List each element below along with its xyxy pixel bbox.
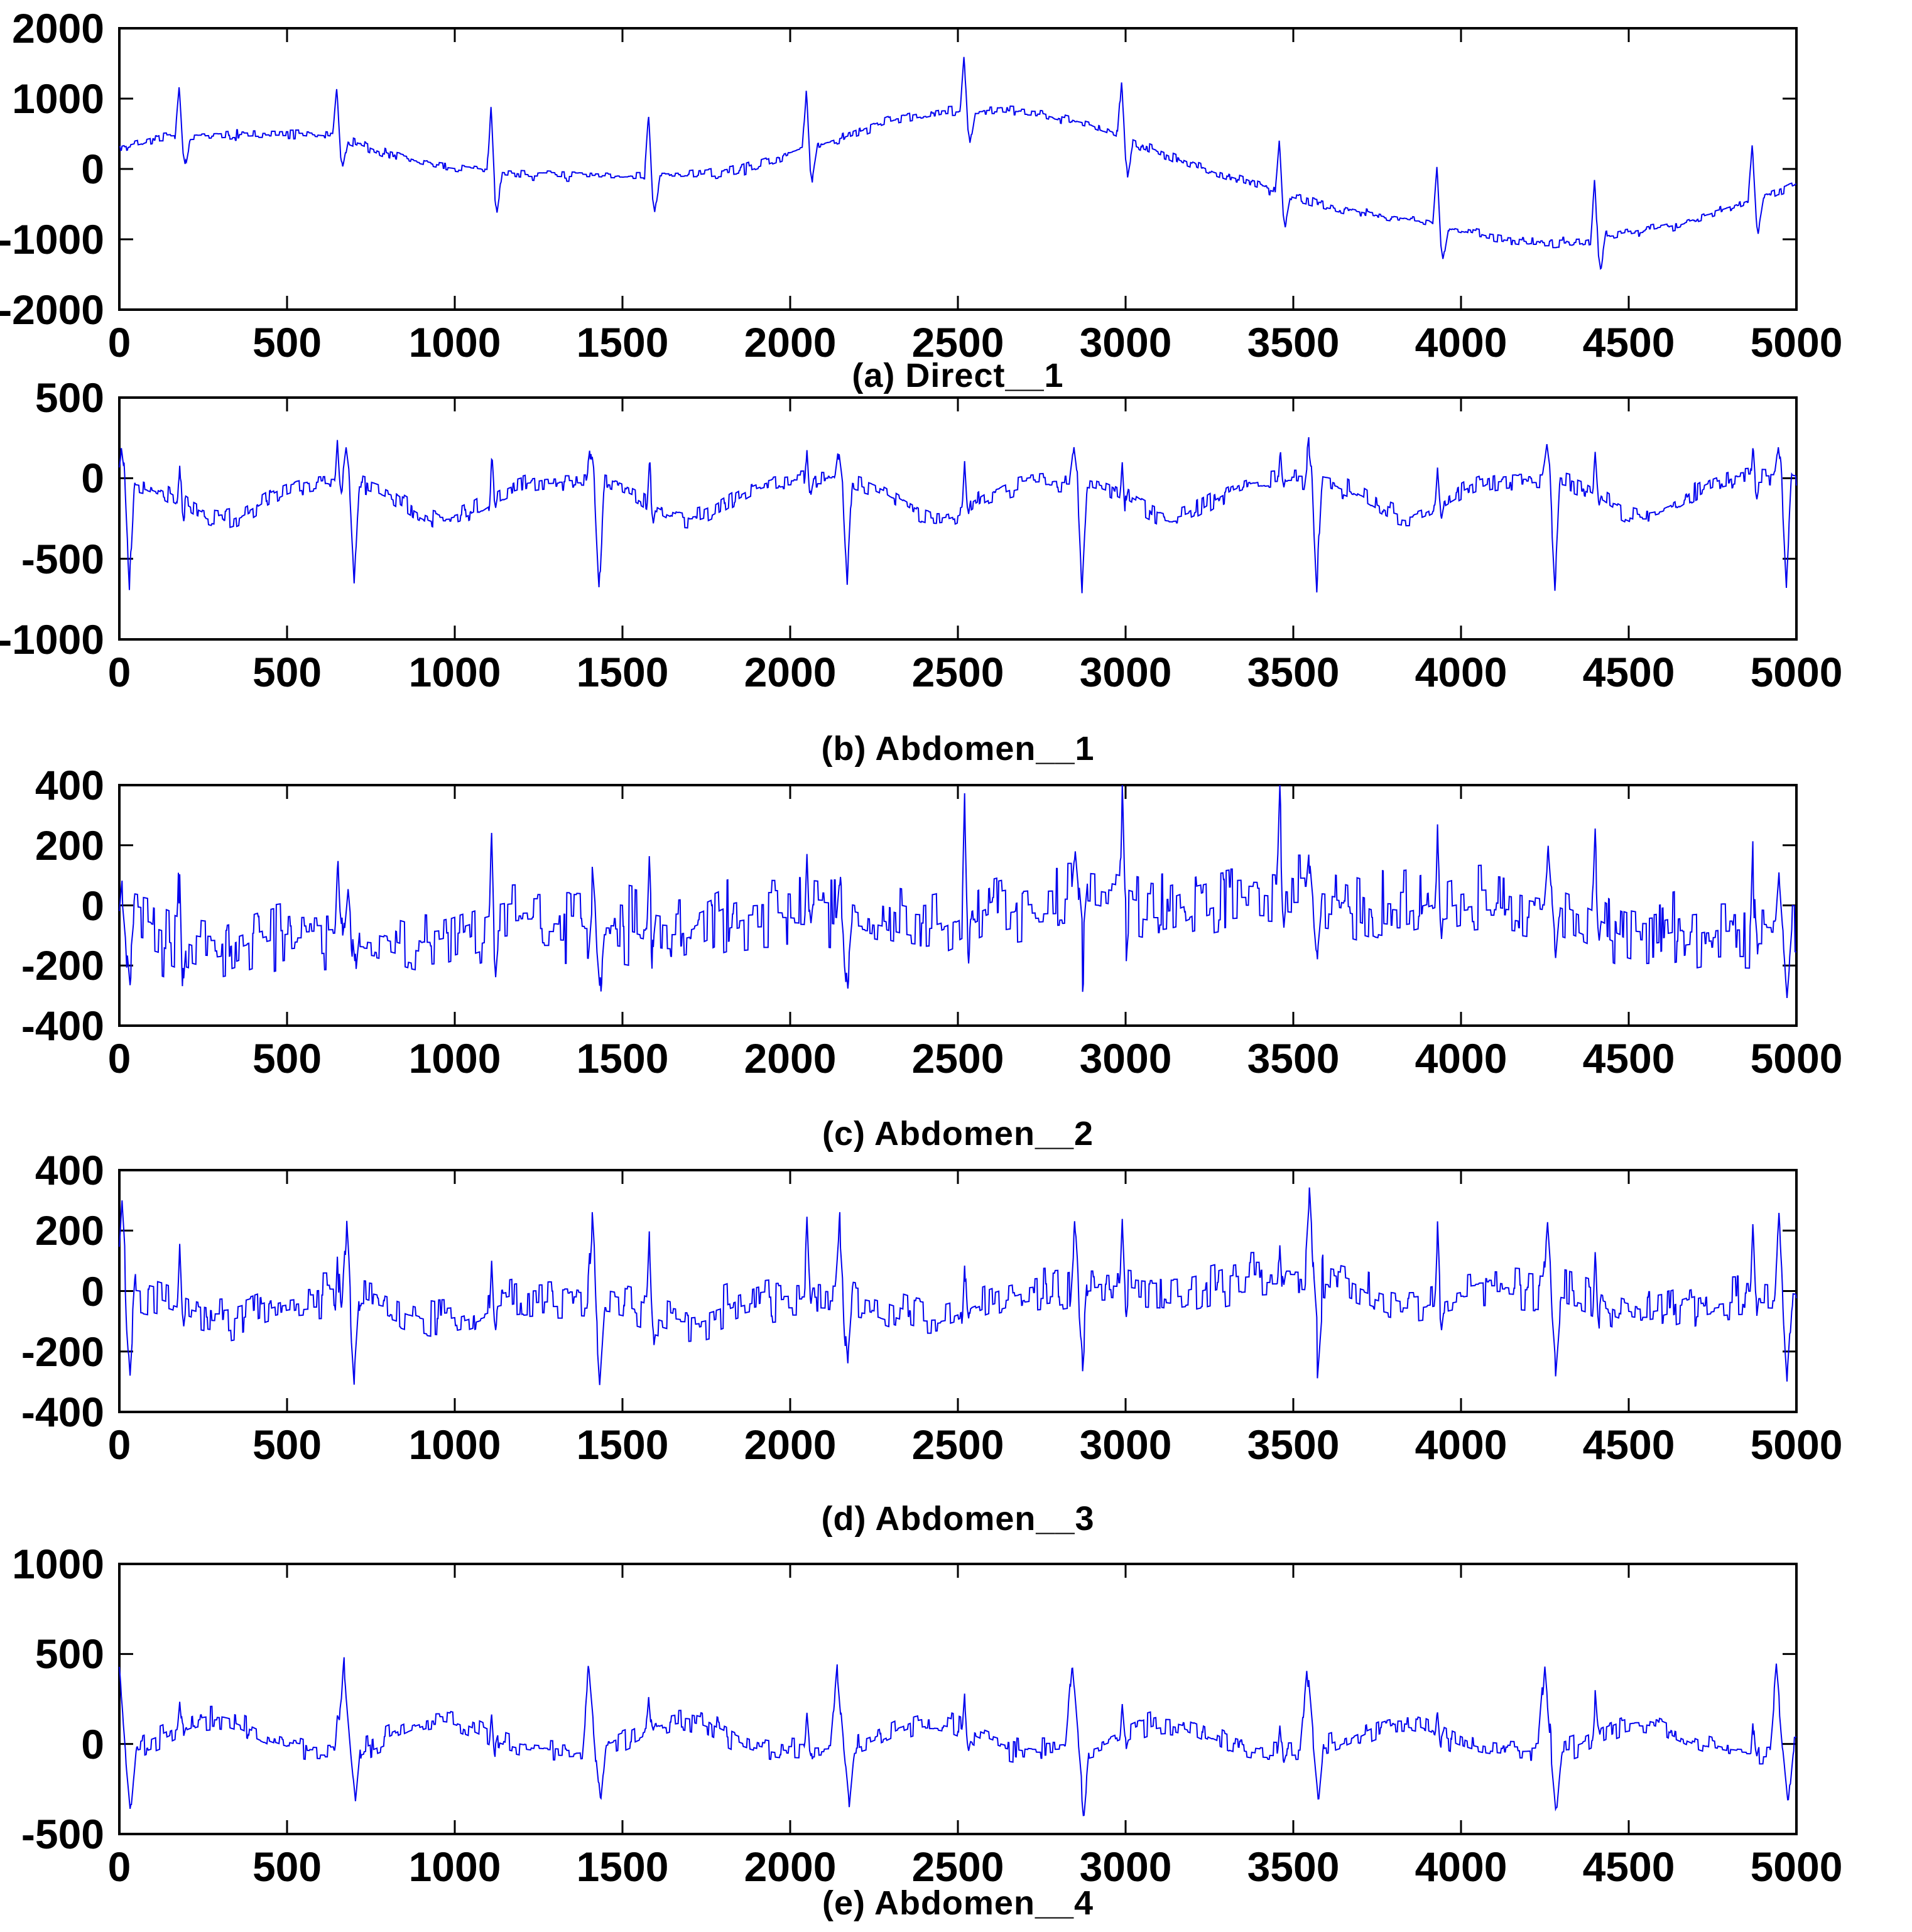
x-tick-label: 3500 bbox=[1247, 319, 1340, 366]
x-tick-label: 2000 bbox=[744, 649, 837, 695]
x-tick-label: 4500 bbox=[1582, 1843, 1675, 1890]
y-tick-label: 1000 bbox=[12, 1541, 104, 1587]
x-tick-label: 4000 bbox=[1415, 319, 1507, 366]
y-tick-label: 1000 bbox=[12, 75, 104, 122]
x-tick-label: 0 bbox=[107, 649, 131, 695]
caption-panel-d: (d) Abdomen__3 bbox=[821, 1500, 1095, 1538]
y-tick-label: -400 bbox=[21, 1389, 104, 1435]
x-tick-label: 2500 bbox=[911, 1421, 1004, 1468]
x-tick-label: 3000 bbox=[1079, 1421, 1172, 1468]
x-tick-label: 0 bbox=[107, 1421, 131, 1468]
y-tick-label: 500 bbox=[35, 374, 104, 421]
x-tick-label: 1000 bbox=[408, 1843, 501, 1890]
x-tick-label: 500 bbox=[252, 1843, 322, 1890]
x-tick-label: 5000 bbox=[1750, 319, 1843, 366]
x-tick-label: 500 bbox=[252, 1421, 322, 1468]
x-tick-label: 5000 bbox=[1750, 1421, 1843, 1468]
x-tick-label: 3000 bbox=[1079, 649, 1172, 695]
x-tick-label: 5000 bbox=[1750, 1035, 1843, 1082]
axes-box-a bbox=[118, 27, 1798, 311]
x-tick-label: 2500 bbox=[911, 1035, 1004, 1082]
x-tick-label: 500 bbox=[252, 1035, 322, 1082]
x-tick-label: 2000 bbox=[744, 1035, 837, 1082]
y-tick-label: 200 bbox=[35, 1207, 104, 1254]
x-tick-label: 3500 bbox=[1247, 649, 1340, 695]
x-tick-label: 2000 bbox=[744, 319, 837, 366]
x-tick-label: 2500 bbox=[911, 1843, 1004, 1890]
x-tick-label: 5000 bbox=[1750, 1843, 1843, 1890]
x-tick-label: 500 bbox=[252, 319, 322, 366]
y-tick-label: -500 bbox=[21, 1811, 104, 1857]
signal-trace bbox=[119, 1187, 1797, 1386]
x-tick-label: 3000 bbox=[1079, 1843, 1172, 1890]
x-tick-label: 0 bbox=[107, 319, 131, 366]
signal-trace bbox=[119, 57, 1797, 270]
signal-trace bbox=[119, 437, 1797, 594]
x-tick-label: 3500 bbox=[1247, 1421, 1340, 1468]
caption-panel-c: (c) Abdomen__2 bbox=[822, 1115, 1094, 1153]
x-tick-label: 4500 bbox=[1582, 1421, 1675, 1468]
x-tick-label: 3500 bbox=[1247, 1035, 1340, 1082]
caption-panel-a: (a) Direct__1 bbox=[852, 357, 1064, 394]
axes-box-e bbox=[118, 1563, 1798, 1835]
x-tick-label: 4500 bbox=[1582, 649, 1675, 695]
x-tick-label: 4500 bbox=[1582, 319, 1675, 366]
y-tick-label: 400 bbox=[35, 1147, 104, 1193]
x-tick-label: 2500 bbox=[911, 319, 1004, 366]
y-tick-label: -200 bbox=[21, 942, 104, 989]
x-tick-label: 0 bbox=[107, 1843, 131, 1890]
x-tick-label: 1000 bbox=[408, 1035, 501, 1082]
axes-box-d bbox=[118, 1169, 1798, 1413]
x-tick-label: 500 bbox=[252, 649, 322, 695]
x-tick-label: 1500 bbox=[576, 649, 669, 695]
x-tick-label: 1500 bbox=[576, 319, 669, 366]
signal-trace bbox=[119, 1657, 1797, 1816]
y-tick-label: -2000 bbox=[0, 286, 104, 333]
x-tick-label: 1500 bbox=[576, 1421, 669, 1468]
x-tick-label: 3500 bbox=[1247, 1843, 1340, 1890]
y-tick-label: 200 bbox=[35, 822, 104, 869]
x-tick-label: 1500 bbox=[576, 1843, 669, 1890]
y-tick-label: 500 bbox=[35, 1631, 104, 1678]
y-tick-label: 2000 bbox=[12, 5, 104, 52]
x-tick-label: 2000 bbox=[744, 1421, 837, 1468]
axes-box-c bbox=[118, 784, 1798, 1027]
y-tick-label: -400 bbox=[21, 1002, 104, 1049]
x-tick-label: 5000 bbox=[1750, 649, 1843, 695]
x-tick-label: 0 bbox=[107, 1035, 131, 1082]
y-tick-label: -500 bbox=[21, 535, 104, 582]
y-tick-label: -1000 bbox=[0, 616, 104, 663]
x-tick-label: 2500 bbox=[911, 649, 1004, 695]
x-tick-label: 1000 bbox=[408, 649, 501, 695]
y-tick-label: 0 bbox=[81, 1267, 104, 1315]
caption-panel-b: (b) Abdomen__1 bbox=[821, 730, 1095, 768]
y-tick-label: 400 bbox=[35, 762, 104, 808]
y-tick-label: 0 bbox=[81, 146, 104, 192]
y-tick-label: 0 bbox=[81, 455, 104, 502]
caption-panel-e: (e) Abdomen__4 bbox=[822, 1884, 1094, 1922]
x-tick-label: 3000 bbox=[1079, 319, 1172, 366]
x-tick-label: 1000 bbox=[408, 319, 501, 366]
x-tick-label: 3000 bbox=[1079, 1035, 1172, 1082]
x-tick-label: 4000 bbox=[1415, 649, 1507, 695]
x-tick-label: 1500 bbox=[576, 1035, 669, 1082]
y-tick-label: -1000 bbox=[0, 216, 104, 263]
y-tick-label: 0 bbox=[81, 882, 104, 929]
x-tick-label: 4000 bbox=[1415, 1421, 1507, 1468]
signal-trace bbox=[119, 784, 1797, 998]
x-tick-label: 4500 bbox=[1582, 1035, 1675, 1082]
x-tick-label: 4000 bbox=[1415, 1843, 1507, 1890]
x-tick-label: 1000 bbox=[408, 1421, 501, 1468]
y-tick-label: 0 bbox=[81, 1720, 104, 1767]
y-tick-label: -200 bbox=[21, 1328, 104, 1375]
x-tick-label: 4000 bbox=[1415, 1035, 1507, 1082]
x-tick-label: 2000 bbox=[744, 1843, 837, 1890]
